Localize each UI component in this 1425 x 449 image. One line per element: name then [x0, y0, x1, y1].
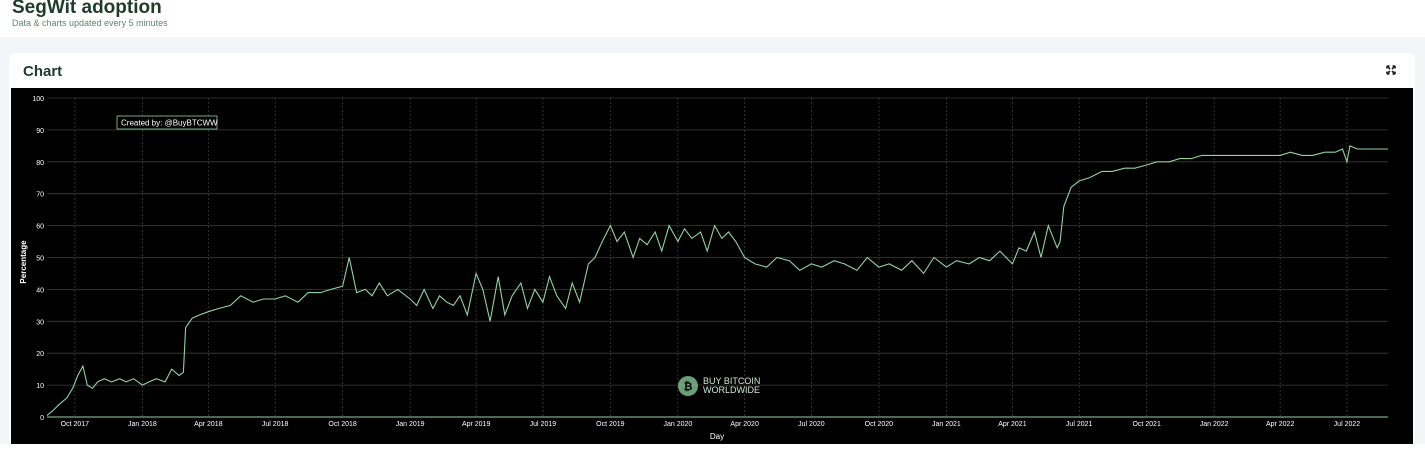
x-tick-label: Apr 2019: [462, 421, 491, 428]
created-by-text: Created by: @BuyBTCWW: [121, 119, 218, 128]
x-tick-label: Apr 2020: [730, 421, 759, 428]
y-tick-label: 80: [36, 160, 44, 167]
x-tick-label: Oct 2018: [328, 421, 357, 428]
y-tick-label: 40: [36, 287, 44, 294]
page-subtitle: Data & charts updated every 5 minutes: [12, 18, 168, 28]
expand-icon[interactable]: [1384, 63, 1398, 77]
y-tick-label: 30: [36, 319, 44, 326]
card-title: Chart: [23, 63, 63, 80]
y-tick-label: 10: [36, 383, 44, 390]
x-axis-label: Day: [710, 432, 724, 441]
x-axis-ticks: Oct 2017 Jan 2018 Apr 2018 Jul 2018 Oct 2018…: [61, 421, 1361, 428]
svg-text:₿: ₿: [684, 381, 693, 393]
chart-area[interactable]: 0 10 20 30 40 50 60 70 80 90 100 Oct 2017 Jan 2018 A…: [11, 88, 1413, 444]
x-tick-label: Jan 2021: [932, 421, 961, 428]
x-tick-label: Jul 2019: [530, 421, 557, 428]
x-tick-label: Jan 2020: [663, 421, 692, 428]
y-axis-label: Percentage: [19, 240, 28, 284]
chart-grid: [47, 97, 1388, 418]
y-tick-label: 60: [36, 224, 44, 231]
x-tick-label: Jul 2021: [1066, 421, 1093, 428]
x-tick-label: Jul 2018: [262, 421, 289, 428]
watermark-line1: BUY BITCOIN: [703, 376, 760, 386]
x-tick-label: Apr 2021: [998, 421, 1027, 428]
segwit-series-line: [46, 145, 1388, 416]
x-tick-label: Jan 2022: [1200, 421, 1229, 428]
y-tick-label: 0: [40, 415, 44, 422]
y-tick-label: 100: [32, 96, 44, 103]
y-tick-label: 50: [36, 256, 44, 263]
created-by-annotation: Created by: @BuyBTCWW: [116, 115, 218, 130]
watermark: ₿ BUY BITCOIN WORLDWIDE: [678, 376, 760, 396]
bitcoin-logo-icon: [678, 376, 698, 396]
y-tick-label: 70: [36, 192, 44, 199]
watermark-line2: WORLDWIDE: [703, 385, 760, 395]
chart-card: Chart 0 10 20 30 40 50 60 70 80 90 100 Oct 2017 Jan…: [9, 53, 1415, 444]
x-tick-label: Jan 2019: [396, 421, 425, 428]
x-tick-label: Apr 2018: [194, 421, 223, 428]
x-tick-label: Jan 2018: [128, 421, 157, 428]
x-tick-label: Oct 2021: [1132, 421, 1161, 428]
x-tick-label: Apr 2022: [1266, 421, 1295, 428]
x-tick-label: Jul 2020: [798, 421, 825, 428]
x-tick-label: Oct 2020: [865, 421, 894, 428]
page-title: SegWit adoption: [12, 0, 162, 18]
x-tick-label: Oct 2019: [596, 421, 625, 428]
y-axis-ticks: 0 10 20 30 40 50 60 70 80 90 100: [32, 96, 44, 422]
x-tick-label: Jul 2022: [1334, 421, 1361, 428]
segwit-chart: 0 10 20 30 40 50 60 70 80 90 100 Oct 2017 Jan 2018 A…: [19, 96, 1388, 441]
y-tick-label: 20: [36, 351, 44, 358]
y-tick-label: 90: [36, 128, 44, 135]
x-tick-label: Oct 2017: [61, 421, 90, 428]
